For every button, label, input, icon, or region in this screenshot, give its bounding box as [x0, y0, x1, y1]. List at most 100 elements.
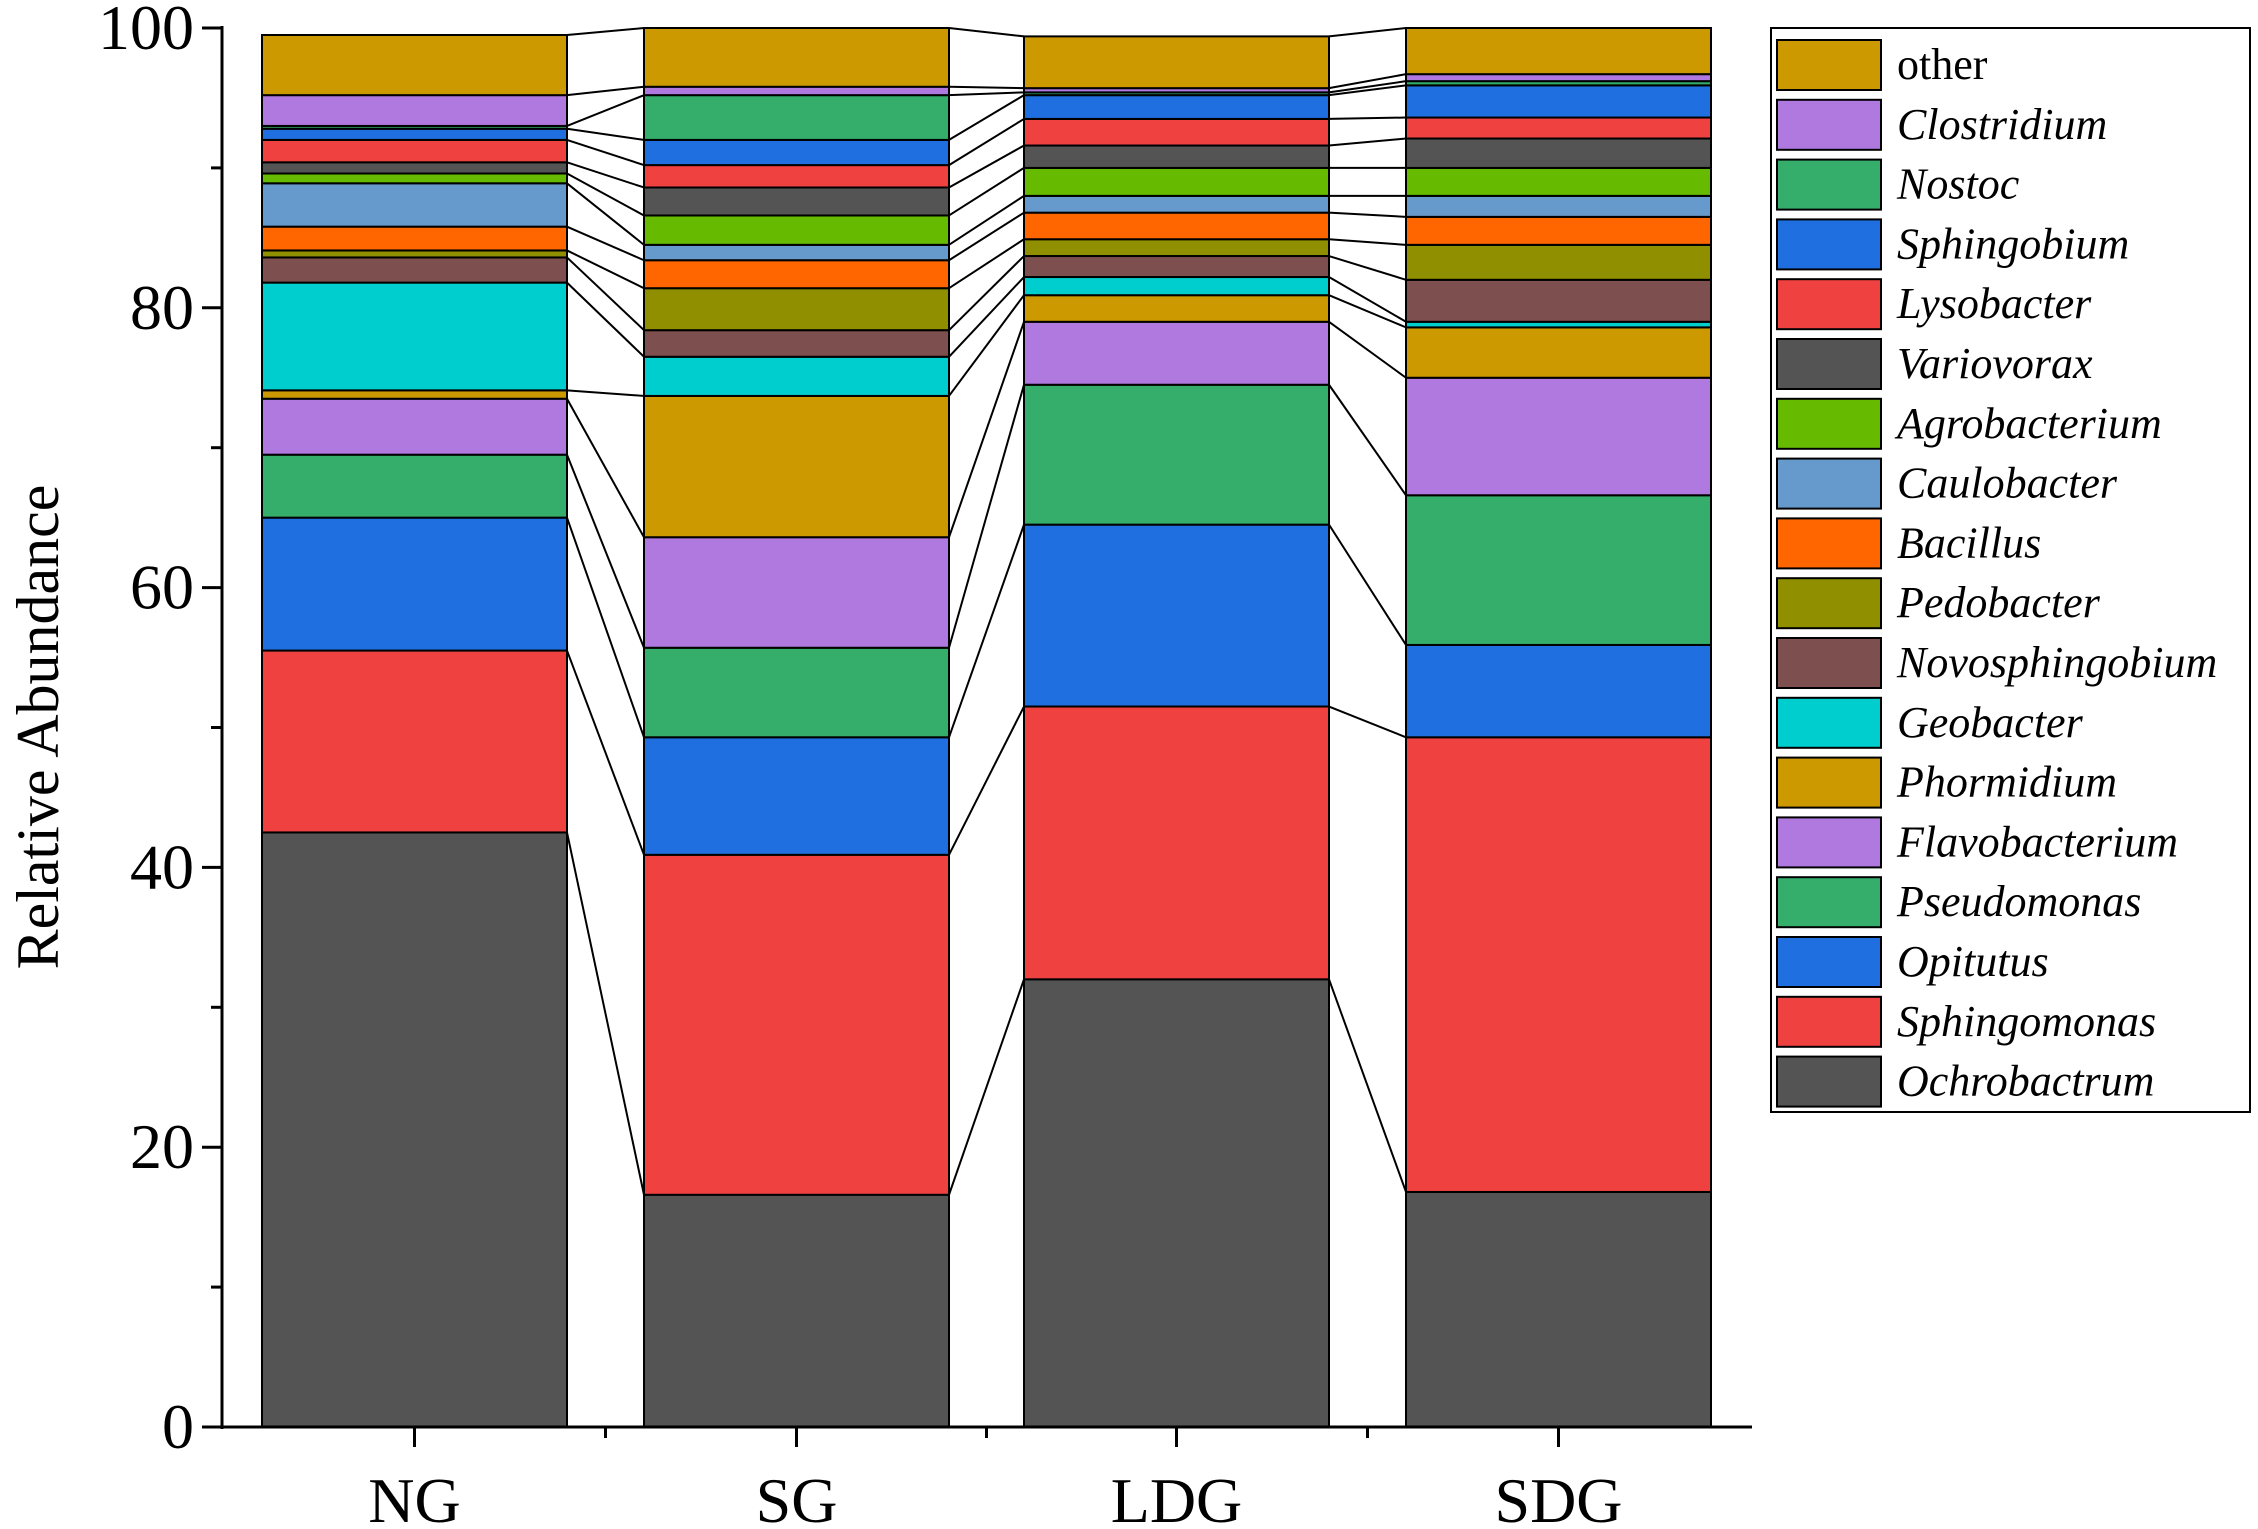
bar-sg-novosphingobium	[643, 329, 950, 358]
bar-sg-ochrobactrum	[643, 1193, 950, 1428]
bar-ldg-bacillus	[1023, 211, 1330, 241]
connector-line	[566, 27, 645, 36]
connector-line	[566, 832, 645, 1195]
bar-ng-novosphingobium	[261, 256, 568, 284]
bar-sdg-other	[1405, 27, 1712, 76]
bar-sdg-novosphingobium	[1405, 278, 1712, 323]
connector-line	[566, 389, 645, 397]
bar-sdg-phormidium	[1405, 326, 1712, 379]
axes: 0 20 40 60 80 100 NG SG LDG SDG Relative Abundance	[5, 0, 1752, 1529]
bar-sdg-sphingobium	[1405, 84, 1712, 119]
y-tick-label: 20	[130, 1111, 194, 1182]
bar-ldg-sphingomonas	[1023, 705, 1330, 981]
legend-swatch-ochrobactrum	[1776, 1055, 1882, 1108]
connector-line	[948, 255, 1025, 331]
bar-ng-lysobacter	[261, 138, 568, 164]
bar-ldg-flavobacterium	[1023, 320, 1330, 386]
connector-line	[1328, 73, 1407, 90]
connector-line	[1328, 84, 1407, 97]
bar-ng-geobacter	[261, 281, 568, 392]
legend-swatch-sphingobium	[1776, 218, 1882, 271]
bar-ng-sphingomonas	[261, 649, 568, 834]
connector-line	[948, 167, 1025, 217]
connector-line	[566, 256, 645, 331]
bar-ng-opitutus	[261, 516, 568, 652]
connector-line	[566, 94, 645, 127]
connector-line	[948, 85, 1025, 90]
legend-swatch-lysobacter	[1776, 278, 1882, 331]
connector-line	[566, 398, 645, 538]
legend-label-clostridium: Clostridium	[1897, 100, 2107, 149]
bar-ldg-novosphingobium	[1023, 255, 1330, 279]
bar-sg-pseudomonas	[643, 646, 950, 739]
y-tick-label: 0	[162, 1391, 194, 1462]
legend-label-novosphingobium: Novosphingobium	[1896, 638, 2217, 687]
bar-ldg-caulobacter	[1023, 194, 1330, 214]
connector-line	[566, 182, 645, 246]
bar-sg-bacillus	[643, 259, 950, 290]
legend-swatch-agrobacterium	[1776, 397, 1882, 450]
legend-swatch-variovorax	[1776, 338, 1882, 390]
bar-ng-pedobacter	[261, 249, 568, 259]
legend-swatch-pseudomonas	[1776, 876, 1882, 929]
legend-label-bacillus: Bacillus	[1897, 518, 2041, 567]
bar-sg-opitutus	[643, 736, 950, 856]
legend-swatch-caulobacter	[1776, 457, 1882, 510]
bar-sdg-ochrobactrum	[1405, 1190, 1712, 1429]
connector-line	[566, 85, 645, 97]
bar-sg-pedobacter	[643, 287, 950, 332]
connector-line	[948, 524, 1025, 738]
bar-sdg-lysobacter	[1405, 116, 1712, 140]
bar-sdg-bacillus	[1405, 215, 1712, 246]
bar-ng-agrobacterium	[261, 172, 568, 185]
connector-line	[1328, 276, 1407, 323]
bar-sg-other	[643, 27, 950, 88]
bar-ldg-variovorax	[1023, 144, 1330, 169]
connector-line	[1328, 80, 1407, 94]
bar-sg-sphingomonas	[643, 853, 950, 1196]
connector-line	[1328, 211, 1407, 218]
legend-swatch-other	[1776, 39, 1882, 91]
bar-sdg-opitutus	[1405, 643, 1712, 739]
x-tick-label-sg: SG	[756, 1465, 838, 1529]
connector-line	[948, 276, 1025, 358]
legend-swatch-clostridium	[1776, 98, 1882, 151]
bar-ng-clostridium	[261, 94, 568, 127]
bar-sg-agrobacterium	[643, 214, 950, 246]
bar-sdg-caulobacter	[1405, 194, 1712, 218]
bar-sdg-clostridium	[1405, 73, 1712, 83]
legend-swatch-novosphingobium	[1776, 637, 1882, 689]
connector-line	[1328, 524, 1407, 646]
bar-sdg-pedobacter	[1405, 243, 1712, 281]
connector-line	[566, 225, 645, 262]
legend-swatch-pedobacter	[1776, 577, 1882, 630]
legend-swatch-opitutus	[1776, 936, 1882, 988]
legend-swatch-geobacter	[1776, 696, 1882, 749]
bar-ng-sphingobium	[261, 127, 568, 141]
legend-label-pedobacter: Pedobacter	[1896, 578, 2101, 627]
connector-line	[948, 238, 1025, 290]
connector-line	[1328, 384, 1407, 496]
y-tick-label: 60	[130, 552, 194, 623]
legend-label-flavobacterium: Flavobacterium	[1896, 817, 2178, 866]
bar-sg-clostridium	[643, 85, 950, 97]
connector-line	[1328, 137, 1407, 147]
connector-line	[948, 978, 1025, 1196]
bars	[261, 27, 1712, 1429]
connector-line	[1328, 27, 1407, 38]
bar-ldg-phormidium	[1023, 294, 1330, 323]
bar-ldg-pedobacter	[1023, 238, 1330, 258]
connector-line	[1328, 320, 1407, 379]
legend-label-opitutus: Opitutus	[1897, 937, 2049, 986]
connector-line	[1328, 705, 1407, 739]
connector-line	[1328, 238, 1407, 246]
legend-swatch-flavobacterium	[1776, 816, 1882, 869]
legend-swatch-bacillus	[1776, 517, 1882, 570]
legend: other Clostridium Nostoc Sphingobium Lysobac…	[1770, 27, 2251, 1113]
bar-sg-phormidium	[643, 394, 950, 539]
bar-sg-geobacter	[643, 355, 950, 397]
legend-swatch-phormidium	[1776, 756, 1882, 809]
bar-sg-flavobacterium	[643, 536, 950, 649]
legend-label-phormidium: Phormidium	[1896, 758, 2117, 807]
